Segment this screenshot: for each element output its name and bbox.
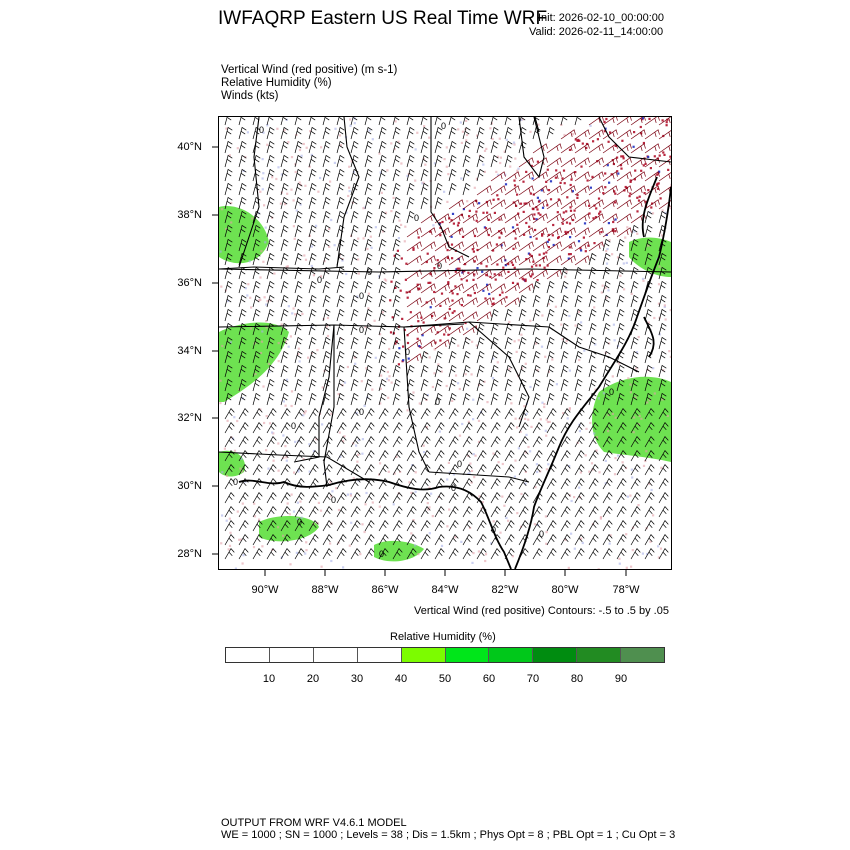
field-list: Vertical Wind (red positive) (m s-1) Rel… <box>221 64 397 103</box>
contour-label: 0 <box>457 459 462 469</box>
colorbar-cell <box>357 648 402 662</box>
lat-label-32: 32°N <box>177 412 202 424</box>
colorbar-cell <box>577 648 622 662</box>
lat-label-36: 36°N <box>177 277 202 289</box>
lon-label-84: 84°W <box>431 584 459 596</box>
colorbar-cell <box>445 648 490 662</box>
map-panel: 0 0 0 0 0 0 0 0 0 0 0 0 0 0 0 0 0 0 0 0 0 <box>218 116 672 570</box>
lon-label-80: 80°W <box>551 584 579 596</box>
lat-label-38: 38°N <box>177 209 202 221</box>
field-vertical-wind: Vertical Wind (red positive) (m s-1) <box>221 64 398 76</box>
contour-label: 0 <box>259 125 264 135</box>
coastline <box>238 176 671 569</box>
colorbar-label: 80 <box>570 673 584 685</box>
colorbar-title: Relative Humidity (%) <box>390 631 496 643</box>
contour-label: 0 <box>297 517 302 527</box>
init-time: Init: 2026-02-10_00:00:00 <box>538 12 664 24</box>
footer-config: WE = 1000 ; SN = 1000 ; Levels = 38 ; Di… <box>221 829 676 841</box>
contour-label: 0 <box>331 495 336 505</box>
colorbar-label: 10 <box>262 673 276 685</box>
contour-label: 0 <box>491 525 496 535</box>
colorbar-label: 40 <box>394 673 408 685</box>
lon-label-88: 88°W <box>311 584 339 596</box>
colorbar-label: 30 <box>350 673 364 685</box>
colorbar-cell <box>313 648 358 662</box>
field-winds: Winds (kts) <box>221 90 279 102</box>
contour-label: 0 <box>437 261 442 271</box>
lat-label-30: 30°N <box>177 480 202 492</box>
valid-time: Valid: 2026-02-11_14:00:00 <box>529 26 664 38</box>
chart-title: IWFAQRP Eastern US Real Time WRF <box>218 8 548 29</box>
contour-label: 0 <box>435 397 440 407</box>
field-relative-humidity: Relative Humidity (%) <box>221 77 332 89</box>
colorbar-cell <box>401 648 446 662</box>
contour-label: 0 <box>317 275 322 285</box>
colorbar-label: 20 <box>306 673 320 685</box>
lat-label-34: 34°N <box>177 345 202 357</box>
colorbar-cell <box>489 648 534 662</box>
colorbar-cell <box>269 648 314 662</box>
contour-label: 0 <box>359 325 364 335</box>
humidity-shading <box>219 206 671 562</box>
footer-model: OUTPUT FROM WRF V4.6.1 MODEL <box>221 817 407 829</box>
colorbar-cell <box>226 648 270 662</box>
contour-label: 0 <box>233 477 238 487</box>
lat-label-40: 40°N <box>177 141 202 153</box>
colorbar-label: 60 <box>482 673 496 685</box>
colorbar-label: 50 <box>438 673 452 685</box>
colorbar-label: 70 <box>526 673 540 685</box>
contour-label: 0 <box>539 529 544 539</box>
contour-label: 0 <box>367 267 372 277</box>
lat-label-28: 28°N <box>177 548 202 560</box>
map-svg: 0 0 0 0 0 0 0 0 0 0 0 0 0 0 0 0 0 0 0 0 0 <box>219 117 671 569</box>
state-borders <box>219 117 671 488</box>
vertical-wind-shading <box>219 117 671 569</box>
colorbar-cell <box>533 648 578 662</box>
contour-label: 0 <box>359 407 364 417</box>
contour-labels: 0 0 0 0 0 0 0 0 0 0 0 0 0 0 0 0 0 0 0 0 0 <box>233 121 614 559</box>
contour-label: 0 <box>451 483 456 493</box>
colorbar-label: 90 <box>614 673 628 685</box>
lon-label-90: 90°W <box>251 584 279 596</box>
contour-note: Vertical Wind (red positive) Contours: -… <box>414 605 669 617</box>
lon-label-86: 86°W <box>371 584 399 596</box>
contour-label: 0 <box>379 549 384 559</box>
colorbar <box>225 647 665 663</box>
contour-label: 0 <box>359 291 364 301</box>
contour-label: 0 <box>405 347 410 357</box>
colorbar-cell <box>621 648 665 662</box>
contour-label: 0 <box>609 387 614 397</box>
contour-label: 0 <box>441 121 446 131</box>
lon-label-78: 78°W <box>612 584 640 596</box>
axis-ticks <box>212 146 627 576</box>
contour-label: 0 <box>414 213 419 223</box>
contour-label: 0 <box>291 421 296 431</box>
lon-label-82: 82°W <box>491 584 519 596</box>
